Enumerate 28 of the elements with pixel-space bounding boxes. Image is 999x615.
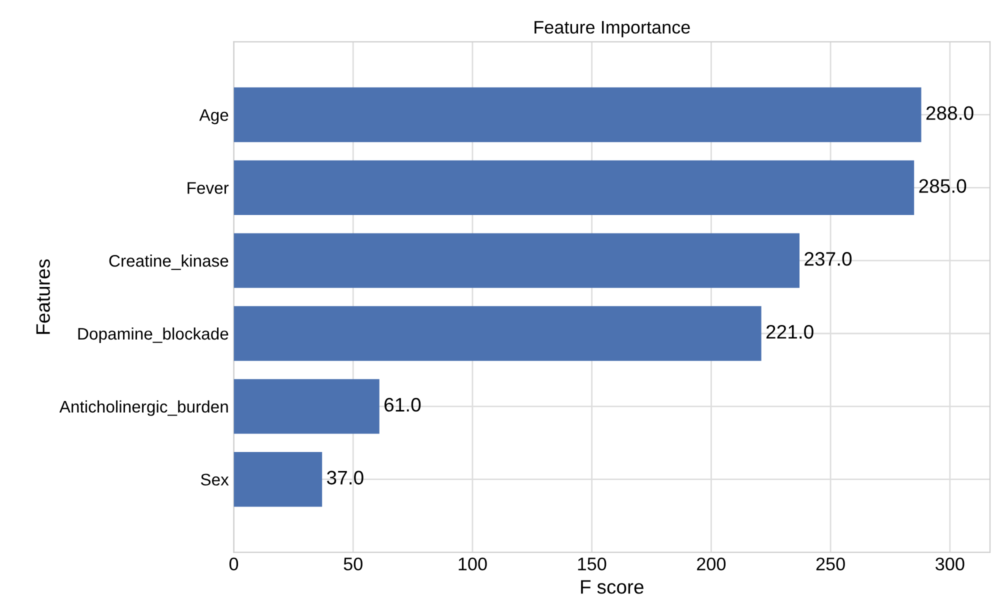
y-tick-label: Age <box>199 109 228 124</box>
x-tick-label: 300 <box>936 558 964 570</box>
x-tick-label: 250 <box>816 558 845 570</box>
x-axis-title: F score <box>581 580 644 594</box>
chart-title: Feature Importance <box>534 21 690 38</box>
x-tick-label: 0 <box>229 558 238 570</box>
data-label: 285.0 <box>919 179 966 193</box>
y-tick-label: Sex <box>200 474 229 486</box>
data-label: 37.0 <box>327 470 364 485</box>
x-tick-label: 100 <box>458 558 487 570</box>
bar <box>234 160 914 216</box>
y-tick-label: Creatine_kinase <box>109 254 228 270</box>
bar <box>234 233 800 288</box>
bar <box>234 379 380 434</box>
y-tick-label: Dopamine_blockade <box>78 327 228 344</box>
data-label: 221.0 <box>766 324 814 339</box>
data-label: 61.0 <box>384 398 421 412</box>
data-label: 237.0 <box>804 252 852 266</box>
bar <box>234 452 322 507</box>
x-tick-label: 150 <box>578 558 606 570</box>
y-tick-label: Anticholinergic_burden <box>59 400 228 416</box>
y-tick-label: Fever <box>188 182 229 194</box>
y-axis-title: Features <box>36 259 50 334</box>
x-tick-label: 200 <box>697 558 726 570</box>
data-label: 288.0 <box>926 106 974 120</box>
bar <box>234 87 922 142</box>
x-tick-label: 50 <box>344 558 362 570</box>
bar <box>234 306 762 361</box>
